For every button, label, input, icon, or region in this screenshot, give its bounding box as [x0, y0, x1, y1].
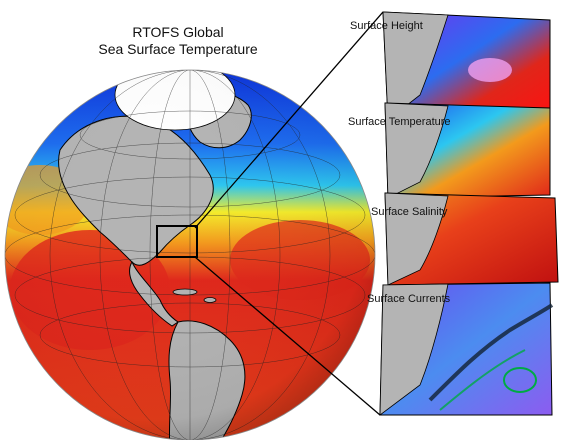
panel-salinity-land [384, 192, 449, 286]
panel-label-surface-currents: Surface Currents [367, 293, 451, 305]
panel-label-surface-height: Surface Height [350, 20, 423, 32]
zoom-region-box [156, 225, 198, 258]
panel-height-blob [468, 58, 512, 82]
panel-currents-land [379, 283, 449, 416]
figure-title-line2: Sea Surface Temperature [98, 41, 258, 57]
panel-surface-salinity [384, 192, 559, 286]
zoom-line-bottom [194, 256, 381, 416]
panel-temperature-land [384, 102, 449, 199]
panel-label-surface-temperature: Surface Temperature [348, 116, 451, 128]
panel-height-land [382, 11, 449, 121]
panel-currents-eddy [503, 367, 537, 393]
panel-surface-temperature [384, 102, 551, 199]
figure-title-line1: RTOFS Global [132, 24, 224, 40]
panel-label-surface-salinity: Surface Salinity [371, 206, 448, 218]
zoom-line-top [194, 11, 384, 229]
globe [4, 69, 376, 441]
figure-title: RTOFS Global Sea Surface Temperature [78, 24, 278, 58]
panel-surface-currents [379, 282, 554, 416]
panel-currents-stream [428, 303, 554, 402]
panel-currents-stream-2 [439, 349, 526, 411]
